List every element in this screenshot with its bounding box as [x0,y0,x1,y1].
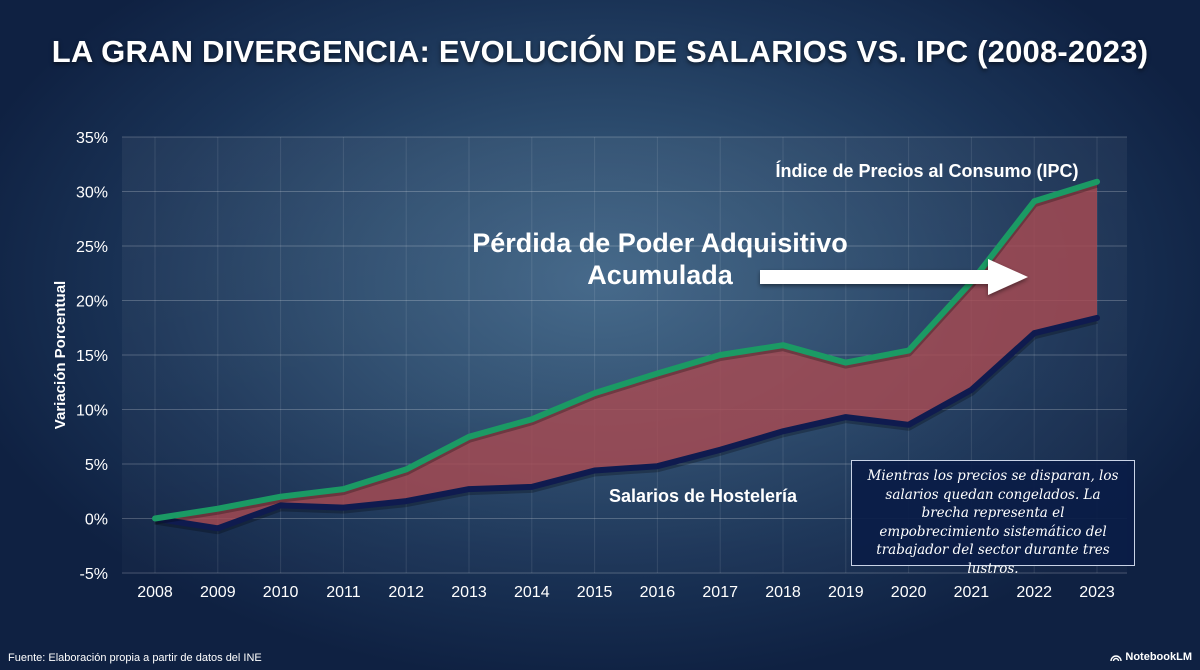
wage-series-label: Salarios de Hostelería [609,486,798,506]
y-tick-label: 5% [85,457,108,474]
source-note: Fuente: Elaboración propia a partir de d… [8,652,262,664]
x-tick-label: 2022 [1016,584,1052,601]
gap-label-line-1: Pérdida de Poder Adquisitivo [472,228,848,258]
x-tick-label: 2023 [1079,584,1115,601]
x-tick-labels: 2008 2009 2010 2011 2012 2013 2014 2015 2016 2017… [137,584,1115,601]
y-axis-title: Variación Porcentual [52,281,69,429]
ipc-line [152,178,1100,522]
ipc-series-label: Índice de Precios al Consumo (IPC) [775,160,1078,181]
x-tick-label: 2011 [326,584,361,601]
y-tick-label: 35% [76,130,108,147]
purchasing-power-gap-area [155,181,1097,529]
x-tick-label: 2019 [828,584,864,601]
x-tick-label: 2013 [451,584,487,601]
y-tick-label: 30% [76,185,108,202]
y-tick-label: 10% [76,403,108,420]
brand-name: NotebookLM [1125,651,1192,663]
y-tick-label: -5% [80,566,108,583]
gap-label-line-2: Acumulada [587,260,734,290]
x-tick-label: 2008 [137,584,173,601]
x-tick-label: 2016 [640,584,676,601]
gap-arrow [760,259,1028,295]
x-tick-label: 2017 [702,584,738,601]
x-tick-label: 2021 [954,584,990,601]
explanatory-note: Mientras los precios se disparan, los sa… [851,460,1135,577]
chart-title: LA GRAN DIVERGENCIA: EVOLUCIÓN DE SALARI… [51,34,1149,69]
x-tick-label: 2010 [263,584,299,601]
x-tick-label: 2015 [577,584,613,601]
x-tick-label: 2012 [388,584,424,601]
brand-logo: NotebookLM [1110,651,1192,663]
wage-line [152,314,1100,532]
notebooklm-icon [1110,654,1123,661]
y-tick-label: 25% [76,239,108,256]
y-tick-label: 20% [76,294,108,311]
x-tick-label: 2018 [765,584,801,601]
x-tick-label: 2009 [200,584,236,601]
series-lines [152,178,1100,535]
y-tick-label: 0% [85,512,108,529]
y-tick-label: 15% [76,348,108,365]
x-tick-label: 2014 [514,584,550,601]
x-tick-label: 2020 [891,584,927,601]
y-tick-labels: 35% 30% 25% 20% 15% 10% 5% 0% -5% [76,130,108,583]
